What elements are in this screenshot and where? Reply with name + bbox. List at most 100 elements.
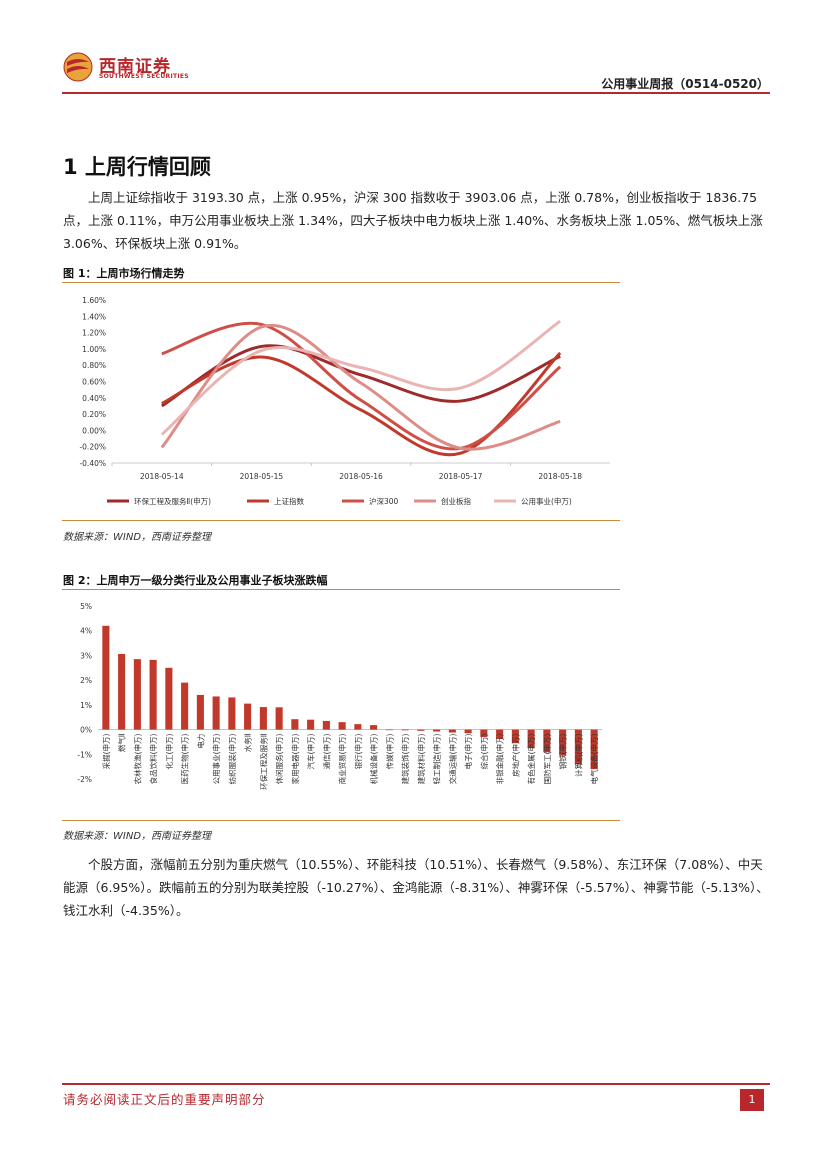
bar [259, 707, 267, 730]
x-tick-label: 国防军工(申万) [542, 734, 552, 785]
bar [322, 720, 330, 730]
logo-text-cn: 西南证券 [99, 57, 171, 77]
x-tick-label: 机械设备(申万) [369, 734, 379, 785]
x-tick-label: 电子(申万) [463, 734, 473, 770]
figure1-source: 数据来源：WIND，西南证券整理 [63, 532, 212, 543]
y-tick-label: 0.00% [82, 426, 106, 435]
x-tick-label: 医药生物(申万) [180, 734, 190, 785]
footer-divider [62, 1083, 770, 1085]
bar [511, 729, 519, 744]
x-tick-label: 休闲服务(申万) [274, 734, 284, 785]
bar [354, 724, 362, 730]
bar [559, 729, 567, 756]
y-tick-label: 4% [80, 627, 92, 636]
bar [417, 729, 425, 731]
x-tick-label: 水务Ⅱ [243, 734, 253, 753]
bar [590, 729, 598, 770]
x-tick-label: 电气设备(申万) [589, 734, 599, 785]
series-line-0 [161, 344, 561, 408]
y-tick-label: -0.20% [79, 443, 106, 452]
x-tick-label: 2018-05-15 [240, 472, 284, 481]
y-tick-label: 1% [80, 701, 92, 710]
x-tick-label: 计算机(申万) [573, 734, 583, 777]
bar [102, 625, 110, 730]
y-tick-label: 3% [80, 651, 92, 660]
x-tick-label: 银行(申万) [353, 734, 363, 770]
bar [480, 729, 488, 737]
bar [543, 729, 551, 753]
figure2-source: 数据来源：WIND，西南证券整理 [63, 831, 212, 842]
x-tick-label: 电力 [195, 734, 205, 749]
bar [133, 659, 141, 730]
series-line-1 [161, 351, 562, 457]
header-divider [62, 92, 770, 94]
x-tick-label: 公用事业(申万) [211, 734, 221, 785]
x-tick-label: 建筑材料(申万) [416, 734, 426, 785]
y-tick-label: 0.60% [82, 378, 106, 387]
y-tick-label: 5% [80, 602, 92, 611]
bar [338, 722, 346, 730]
bar [165, 667, 173, 730]
x-tick-label: 非银金融(申万) [495, 734, 505, 785]
figure2-title: 图 2：上周申万一级分类行业及公用事业子板块涨跌幅 [63, 574, 328, 587]
x-tick-label: 农林牧渔(申万) [132, 734, 142, 785]
x-tick-label: 2018-05-18 [538, 472, 582, 481]
bar [448, 729, 456, 733]
figure1-bottom-rule [62, 520, 620, 521]
bar [244, 703, 252, 730]
bar [149, 659, 157, 730]
bar [212, 696, 220, 730]
x-tick-label: 2018-05-17 [439, 472, 483, 481]
bar [275, 707, 283, 730]
x-tick-label: 2018-05-14 [140, 472, 184, 481]
y-tick-label: 1.20% [82, 329, 106, 338]
figure1-top-rule [62, 282, 620, 283]
bar [464, 729, 472, 734]
legend-label: 公用事业(申万) [521, 496, 572, 506]
footer-disclaimer: 请务必阅读正文后的重要声明部分 [63, 1092, 266, 1107]
x-tick-label: 通信(申万) [321, 734, 331, 770]
series-line-2 [161, 321, 562, 451]
x-tick-label: 纺织服装(申万) [227, 734, 237, 785]
bar [196, 694, 204, 730]
bar-chart: 5% 4% 3% 2% 1% 0% -1% -2% 采掘(申万) 燃气Ⅱ 农林牧渔(申万) 食品饮料(… [77, 602, 602, 790]
section-title: 1 上周行情回顾 [63, 155, 211, 179]
y-tick-label: -0.40% [79, 459, 106, 468]
market-review-paragraph: 上周上证综指收于 3193.30 点，上涨 0.95%，沪深 300 指数收于 … [63, 190, 763, 251]
x-tick-label: 商业贸易(申万) [337, 734, 347, 785]
y-tick-label: 1.00% [82, 345, 106, 354]
page-number: 1 [740, 1089, 764, 1111]
bar [574, 729, 582, 765]
figure1-title: 图 1：上周市场行情走势 [63, 267, 185, 280]
bar [181, 682, 189, 730]
x-tick-label: 采掘(申万) [101, 734, 111, 770]
x-tick-label: 汽车(申万) [306, 734, 316, 770]
y-tick-label: -1% [77, 750, 92, 759]
x-tick-label: 综合(申万) [479, 734, 489, 770]
y-tick-label: 0.80% [82, 361, 106, 370]
stock-movers-paragraph: 个股方面，涨幅前五分别为重庆燃气（10.55%）、环能科技（10.51%）、长春… [63, 857, 769, 918]
bar [401, 729, 409, 731]
figure2-bottom-rule [62, 820, 620, 821]
legend-label: 创业板指 [441, 496, 471, 506]
logo-icon [63, 52, 93, 82]
legend-label: 环保工程及服务Ⅱ(申万) [134, 496, 211, 506]
report-title: 公用事业周报（0514-0520） [601, 77, 769, 91]
x-tick-label: 有色金属(申万) [526, 734, 536, 785]
series-line-4 [160, 319, 562, 436]
x-tick-label: 传媒(申万) [384, 734, 394, 770]
bar [370, 725, 378, 730]
x-tick-label: 燃气Ⅱ [117, 734, 127, 753]
x-tick-label: 交通运输(申万) [447, 734, 457, 785]
bar [433, 729, 441, 732]
bar [527, 729, 535, 749]
x-tick-label: 2018-05-16 [339, 472, 383, 481]
x-tick-label: 化工(申万) [164, 734, 174, 770]
y-tick-label: -2% [77, 775, 92, 784]
y-tick-label: 1.40% [82, 312, 106, 321]
x-tick-label: 家用电器(申万) [290, 734, 300, 785]
x-tick-label: 钢铁(申万) [558, 734, 568, 770]
bar [496, 729, 504, 739]
logo-text-en: SOUTHWEST SECURITIES [99, 73, 189, 80]
x-tick-label: 环保工程及服务Ⅱ [258, 734, 268, 790]
